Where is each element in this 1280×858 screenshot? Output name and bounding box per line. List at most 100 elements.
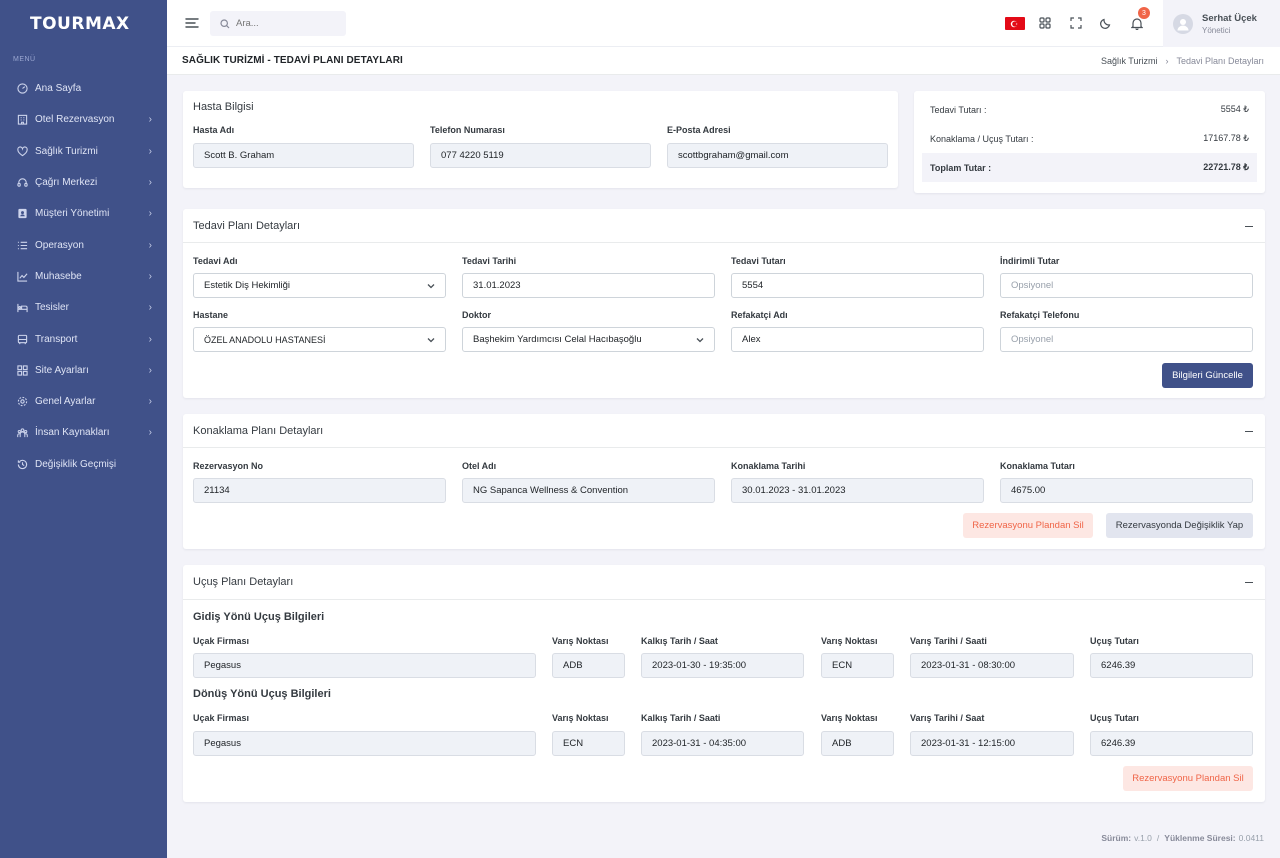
- outbound-airline-field[interactable]: Pegasus: [193, 653, 536, 678]
- summary-row-accommodation-flight: Konaklama / Uçuş Tutarı :17167.78 ₺: [930, 133, 1249, 144]
- field-label: Varış Tarihi / Saat: [910, 713, 985, 723]
- card-title: Tedavi Planı Detayları: [193, 219, 300, 232]
- patient-email-field[interactable]: scottbgraham@gmail.com: [667, 143, 888, 168]
- apps-grid-icon[interactable]: [1037, 15, 1053, 31]
- sidebar-item-label: Sağlık Turizmi: [35, 145, 98, 157]
- sidebar-item-contact[interactable]: Müşteri Yönetimi ›: [0, 198, 167, 229]
- sidebar-item-bed[interactable]: Tesisler ›: [0, 292, 167, 323]
- reservation-no-field[interactable]: 21134: [193, 478, 446, 503]
- companion-phone-input[interactable]: Opsiyonel: [1000, 327, 1253, 352]
- field-label: Uçuş Tutarı: [1090, 713, 1139, 723]
- card-header: Tedavi Planı Detayları: [183, 209, 1265, 243]
- sidebar-item-bus[interactable]: Transport ›: [0, 323, 167, 354]
- user-menu[interactable]: Serhat Üçek Yönetici: [1163, 0, 1280, 47]
- accommodation-date-field[interactable]: 30.01.2023 - 31.01.2023: [731, 478, 984, 503]
- outbound-departure-field[interactable]: 2023-01-30 - 19:35:00: [641, 653, 804, 678]
- return-destination-field[interactable]: ADB: [821, 731, 894, 756]
- return-airline-field[interactable]: Pegasus: [193, 731, 536, 756]
- fullscreen-icon[interactable]: [1068, 15, 1084, 31]
- return-departure-field[interactable]: 2023-01-31 - 04:35:00: [641, 731, 804, 756]
- update-info-button[interactable]: Bilgileri Güncelle: [1162, 363, 1253, 388]
- treatment-date-input[interactable]: 31.01.2023: [462, 273, 715, 298]
- page-title: SAĞLIK TURİZMİ - TEDAVİ PLANI DETAYLARI: [182, 55, 403, 66]
- sidebar-item-label: Operasyon: [35, 239, 84, 251]
- patient-name-field[interactable]: Scott B. Graham: [193, 143, 414, 168]
- sidebar-item-label: Otel Rezervasyon: [35, 114, 115, 126]
- accommodation-amount-field[interactable]: 4675.00: [1000, 478, 1253, 503]
- dark-mode-moon-icon[interactable]: [1098, 15, 1114, 31]
- field-label: Tedavi Tutarı: [731, 256, 786, 266]
- building-icon: [17, 114, 28, 126]
- field-label: Uçak Firması: [193, 713, 250, 723]
- patient-phone-field[interactable]: 077 4220 5119: [430, 143, 651, 168]
- menu-toggle-icon[interactable]: [185, 16, 199, 30]
- logo[interactable]: TOURMAX: [30, 13, 130, 34]
- sidebar-item-chart[interactable]: Muhasebe ›: [0, 261, 167, 292]
- field-label: Tedavi Adı: [193, 256, 238, 266]
- chevron-right-icon: ›: [148, 177, 152, 189]
- return-heading: Dönüş Yönü Uçuş Bilgileri: [193, 688, 331, 700]
- sidebar-item-team[interactable]: İnsan Kaynakları ›: [0, 417, 167, 448]
- chevron-right-icon: ›: [148, 364, 152, 376]
- hotel-name-field[interactable]: NG Sapanca Wellness & Convention: [462, 478, 715, 503]
- sidebar-item-settings[interactable]: Genel Ayarlar ›: [0, 386, 167, 417]
- breadcrumb-item[interactable]: Sağlık Turizmi: [1100, 55, 1158, 66]
- return-amount-field[interactable]: 6246.39: [1090, 731, 1253, 756]
- return-origin-field[interactable]: ECN: [552, 731, 625, 756]
- outbound-heading: Gidiş Yönü Uçuş Bilgileri: [193, 611, 325, 623]
- sidebar-item-heart[interactable]: Sağlık Turizmi ›: [0, 136, 167, 167]
- outbound-amount-field[interactable]: 6246.39: [1090, 653, 1253, 678]
- chevron-right-icon: ›: [148, 239, 152, 251]
- card-title: Hasta Bilgisi: [193, 101, 254, 113]
- field-label: Konaklama Tarihi: [731, 461, 806, 471]
- sidebar-item-dashboard[interactable]: Ana Sayfa: [0, 73, 167, 104]
- sidebar-item-grid[interactable]: Site Ayarları ›: [0, 355, 167, 386]
- field-label: Hasta Adı: [193, 125, 235, 135]
- outbound-destination-field[interactable]: ECN: [821, 653, 894, 678]
- collapse-minus-icon[interactable]: [1245, 430, 1253, 432]
- chevron-down-icon: [696, 338, 704, 343]
- remove-flight-reservation-button[interactable]: Rezervasyonu Plandan Sil: [1123, 766, 1253, 791]
- discount-amount-input[interactable]: Opsiyonel: [1000, 273, 1253, 298]
- collapse-minus-icon[interactable]: [1245, 582, 1253, 584]
- doctor-select[interactable]: Başhekim Yardımcısı Celal Hacıbaşoğlu: [462, 327, 715, 352]
- treatment-select[interactable]: Estetik Diş Hekimliği: [193, 273, 446, 298]
- language-flag-icon[interactable]: [1005, 17, 1025, 30]
- collapse-minus-icon[interactable]: [1245, 225, 1253, 227]
- return-arrival-field[interactable]: 2023-01-31 - 12:15:00: [910, 731, 1074, 756]
- settings-icon: [17, 396, 28, 407]
- field-label: Varış Noktası: [821, 713, 878, 723]
- field-label: Varış Noktası: [552, 713, 609, 723]
- field-label: Otel Adı: [462, 461, 497, 471]
- sidebar-item-headset[interactable]: Çağrı Merkezi ›: [0, 167, 167, 198]
- search-input[interactable]: [236, 18, 336, 29]
- chevron-right-icon: ›: [148, 302, 152, 314]
- load-time-value: 0.0411: [1238, 833, 1264, 843]
- outbound-arrival-field[interactable]: 2023-01-31 - 08:30:00: [910, 653, 1074, 678]
- sidebar-item-building[interactable]: Otel Rezervasyon ›: [0, 104, 167, 135]
- chevron-right-icon: ›: [148, 427, 152, 439]
- treatment-amount-input[interactable]: 5554: [731, 273, 984, 298]
- sidebar-item-history[interactable]: Değişiklik Geçmişi: [0, 449, 167, 480]
- sidebar-nav: Ana Sayfa Otel Rezervasyon › Sağlık Turizmi…: [0, 73, 167, 480]
- edit-reservation-button[interactable]: Rezervasyonda Değişiklik Yap: [1106, 513, 1253, 538]
- remove-reservation-button[interactable]: Rezervasyonu Plandan Sil: [963, 513, 1093, 538]
- dashboard-icon: [17, 83, 28, 94]
- grid-icon: [17, 365, 28, 376]
- sidebar-item-list[interactable]: Operasyon ›: [0, 229, 167, 260]
- hospital-select[interactable]: ÖZEL ANADOLU HASTANESİ: [193, 327, 446, 352]
- chevron-down-icon: [427, 284, 435, 289]
- card-header: Konaklama Planı Detayları: [183, 414, 1265, 448]
- chevron-right-icon: ›: [148, 145, 152, 157]
- footer-separator: /: [1156, 833, 1160, 843]
- card-title: Konaklama Planı Detayları: [193, 424, 324, 437]
- notification-bell-icon[interactable]: [1129, 15, 1145, 31]
- field-label: Rezervasyon No: [193, 461, 264, 471]
- outbound-origin-field[interactable]: ADB: [552, 653, 625, 678]
- chevron-right-icon: ›: [148, 333, 152, 345]
- sidebar-item-label: Müşteri Yönetimi: [35, 208, 110, 220]
- sidebar-item-label: Ana Sayfa: [35, 83, 82, 95]
- field-label: Refakatçi Telefonu: [1000, 310, 1080, 320]
- companion-name-input[interactable]: Alex: [731, 327, 984, 352]
- chart-icon: [17, 271, 28, 282]
